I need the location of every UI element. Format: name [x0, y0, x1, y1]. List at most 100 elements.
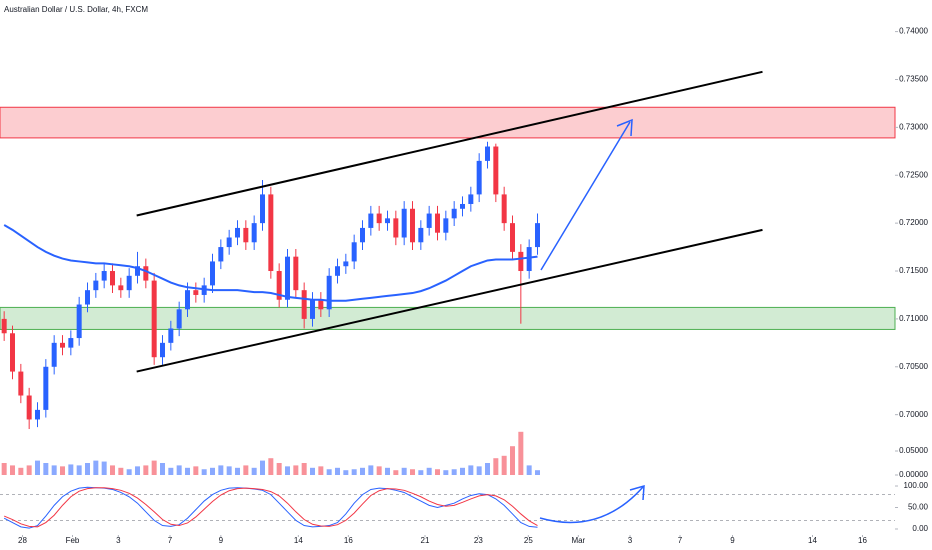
candle-body [285, 256, 290, 300]
candle-body [218, 247, 224, 262]
volume-bar [260, 460, 265, 475]
candle-body [410, 208, 415, 243]
candle-body [51, 342, 57, 367]
y-tick-label: 0.73500 [899, 75, 928, 84]
volume-bar [285, 466, 290, 475]
x-tick-label: 9 [730, 536, 735, 545]
volume-bar [385, 467, 390, 475]
candle-body [451, 208, 457, 219]
volume-bar [193, 466, 199, 475]
y-tick-label: 0.73000 [899, 122, 928, 131]
y-tick-label: 0.70500 [899, 362, 928, 371]
candle-body [493, 146, 499, 195]
candle-body [243, 227, 249, 243]
candle-body [176, 309, 182, 329]
oscillator-tick-label: 100.00 [904, 481, 929, 490]
candle-body [501, 194, 507, 224]
volume-bar [468, 465, 474, 475]
volume-bar [110, 465, 115, 475]
volume-bar [518, 431, 524, 475]
candle-body [210, 261, 215, 286]
volume-bar [26, 465, 32, 475]
candle-body [276, 271, 282, 300]
arrow [540, 121, 631, 271]
volume-bar [410, 469, 415, 475]
x-tick-label: Mar [571, 536, 585, 545]
candle-body [401, 208, 407, 238]
volume-bar [151, 460, 157, 475]
arrow [539, 486, 644, 524]
trendline [136, 228, 763, 373]
volume-bar [526, 465, 532, 475]
x-tick-label: 7 [168, 536, 173, 545]
volume-bar [135, 466, 140, 475]
arrow-head [629, 484, 645, 501]
y-tick-label: 0.70000 [899, 410, 928, 419]
volume-bar [235, 467, 240, 475]
volume-bar [118, 467, 124, 475]
volume-bar [226, 466, 232, 475]
volume-bar [535, 470, 540, 475]
x-tick-label: 7 [678, 536, 683, 545]
volume-bar [168, 467, 174, 475]
candle-body [460, 203, 465, 209]
volume-bar [460, 467, 465, 475]
candle-body [1, 318, 7, 334]
volume-bar [93, 460, 99, 475]
moving-average [3, 224, 538, 302]
volume-bar [326, 469, 332, 475]
oscillator-tick-label: 0.00 [912, 524, 928, 533]
volume-bar [343, 470, 349, 475]
candle-body [193, 290, 199, 295]
volume-bar [185, 467, 190, 475]
candle-body [18, 371, 24, 396]
candle-body [376, 213, 382, 224]
volume-bar [335, 467, 340, 475]
candle-body [368, 213, 374, 228]
volume-bar [476, 466, 482, 475]
volume-bar [43, 463, 49, 475]
candle-body [343, 261, 349, 267]
y-tick-label: 0.71000 [899, 314, 928, 323]
y-tick-label: 0.74000 [899, 27, 928, 36]
candle-body [435, 213, 440, 233]
volume-bar [10, 465, 15, 475]
candle-body [93, 280, 99, 291]
candle-body [143, 266, 149, 281]
chart-title: Australian Dollar / U.S. Dollar, 4h, FXC… [4, 5, 148, 14]
volume-bar [251, 467, 257, 475]
oscillator-tick-label: 50.00 [908, 503, 929, 512]
candle-body [251, 223, 257, 243]
x-tick-label: 16 [858, 536, 867, 545]
candle-body [535, 223, 540, 248]
candle-body [10, 333, 15, 372]
candle-body [110, 271, 115, 286]
volume-tick-label: 0.05000 [899, 446, 928, 455]
oscillator-line [3, 487, 538, 528]
candle-body [526, 247, 532, 272]
volume-bar [493, 458, 499, 475]
volume-tick-label: 0.00000 [899, 470, 928, 479]
candle-body [335, 266, 340, 276]
volume-bar [293, 465, 299, 475]
volume-bar [76, 465, 82, 475]
volume-bar [126, 469, 132, 475]
candle-body [85, 290, 90, 305]
candle-body [318, 299, 324, 310]
volume-bar [68, 464, 74, 475]
volume-bar [276, 463, 282, 475]
x-tick-label: 9 [219, 536, 224, 545]
candle-body [485, 146, 490, 161]
x-tick-label: Feb [66, 536, 80, 545]
candle-body [301, 290, 307, 319]
x-tick-label: 3 [628, 536, 633, 545]
candle-body [185, 290, 190, 310]
volume-bar [376, 466, 382, 475]
volume-bar [243, 465, 249, 475]
volume-bar [268, 458, 274, 475]
volume-bar [201, 469, 207, 475]
volume-bar [35, 460, 40, 475]
volume-bar [18, 467, 24, 475]
candle-body [326, 275, 332, 310]
volume-bar [360, 467, 365, 475]
